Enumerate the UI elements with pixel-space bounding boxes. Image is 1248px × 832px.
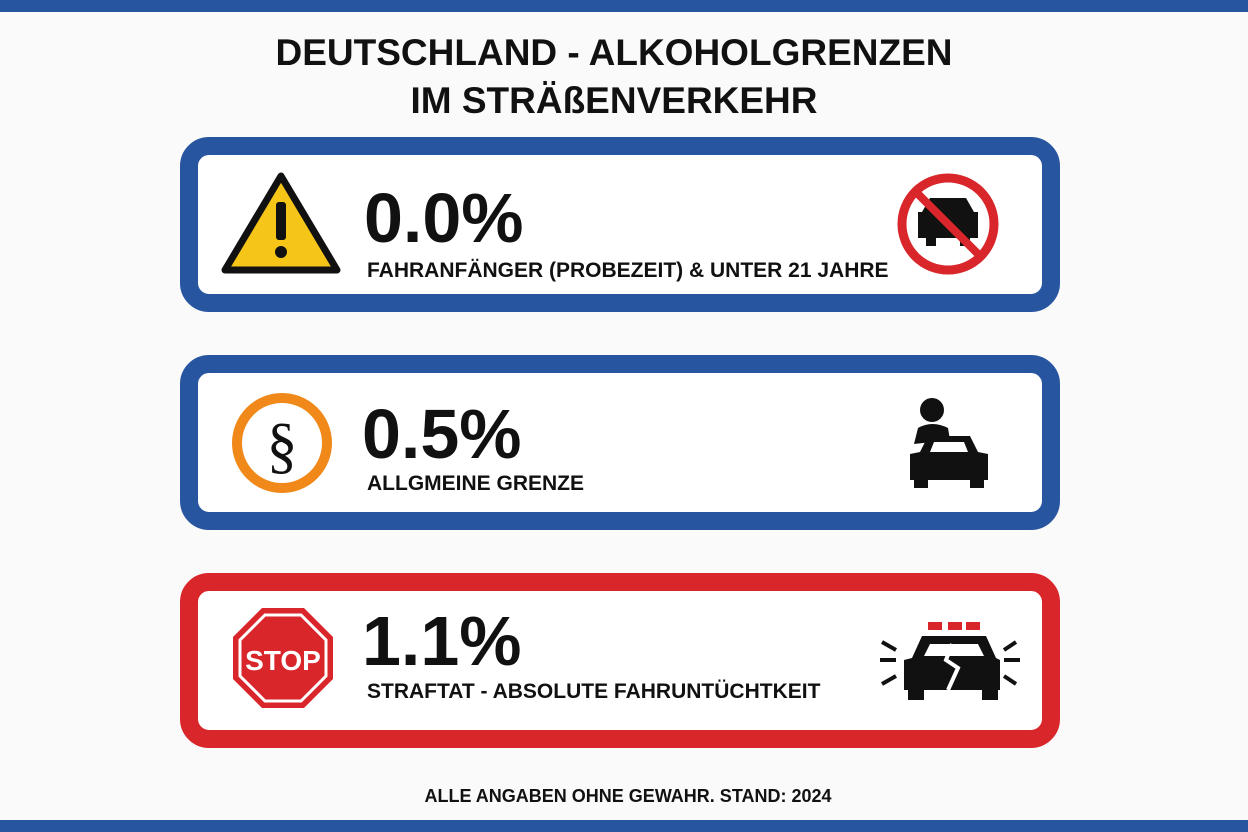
limit-label: ALLGMEINE GRENZE — [367, 472, 584, 495]
bottom-bar — [0, 820, 1248, 832]
limit-label: STRAFTAT - ABSOLUTE FAHRUNTÜCHTKEIT — [367, 680, 821, 703]
card — [180, 137, 1060, 312]
no-car-icon — [897, 173, 999, 275]
card — [180, 355, 1060, 530]
top-bar — [0, 0, 1248, 12]
title-line: IM STRÄßENVERKEHR — [410, 80, 817, 121]
limit-value: 0.5% — [362, 395, 522, 473]
warning-icon — [221, 172, 341, 274]
stop-icon-border — [238, 613, 328, 703]
icon-text: § — [267, 412, 298, 480]
police-crash-icon — [880, 622, 1020, 700]
driver-icon — [910, 398, 988, 488]
stop-icon — [233, 608, 333, 708]
limit-label: FAHRANFÄNGER (PROBEZEIT) & UNTER 21 JAHR… — [367, 259, 889, 282]
limit-value: 0.0% — [364, 179, 524, 257]
title-line: DEUTSCHLAND - ALKOHOLGRENZEN — [276, 32, 953, 73]
limit-value: 1.1% — [362, 602, 522, 680]
card — [180, 573, 1060, 748]
icon-text: STOP — [245, 645, 321, 676]
footer-note: ALLE ANGABEN OHNE GEWAHR. STAND: 2024 — [424, 786, 831, 806]
paragraph-icon — [232, 393, 332, 493]
